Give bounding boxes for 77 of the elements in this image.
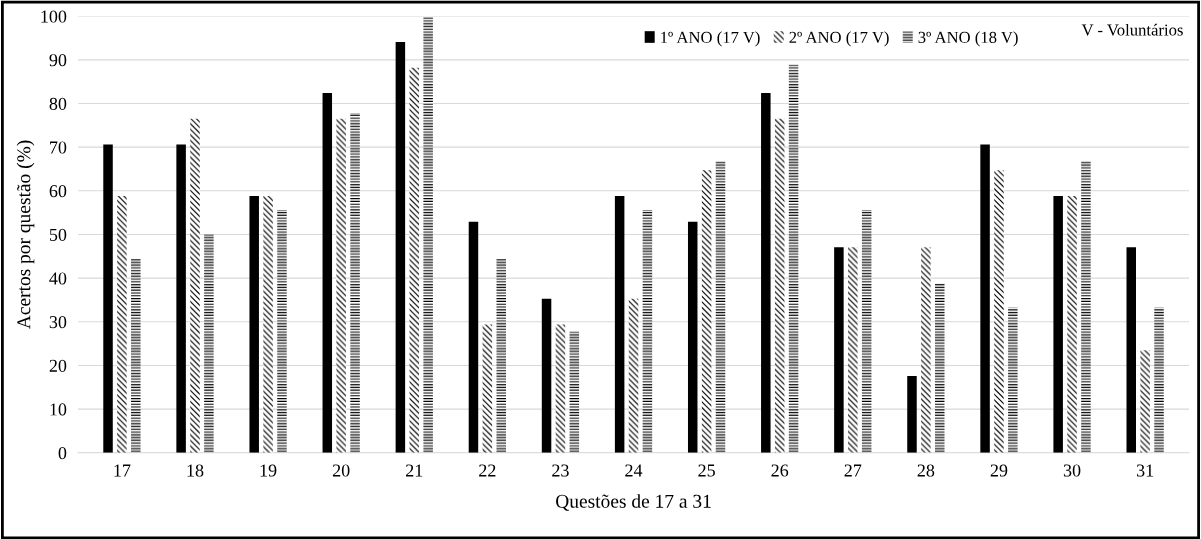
bar [701,170,712,453]
bar [555,324,566,453]
x-tick-label: 19 [260,464,277,477]
bar [1053,196,1063,453]
x-tick-label: 27 [844,464,862,477]
bar [336,118,346,453]
x-tick-label: 30 [1063,464,1081,477]
bar [277,210,287,453]
bar [569,331,580,453]
bar [482,324,493,453]
x-tick-label: 23 [552,464,569,477]
x-tick-label: 21 [406,464,423,477]
bar [907,375,917,453]
legend-label: 1º ANO (17 V) [661,31,760,47]
bar [350,113,360,453]
bar [1140,350,1150,453]
bar [1008,307,1018,453]
bar [628,298,639,453]
y-tick-label: 20 [49,359,67,372]
bar [176,144,186,453]
bar [1067,196,1077,453]
y-axis-title: Acertos por questão (%) [16,140,35,330]
x-tick-label: 18 [187,464,204,477]
bar [249,196,259,453]
bar [994,170,1004,453]
x-tick-label: 29 [990,464,1008,477]
annotation: V - Voluntários [1081,23,1183,36]
y-tick-label: 30 [49,316,67,329]
x-tick-label: 28 [917,464,935,477]
x-tick-label: 17 [114,464,131,477]
bar [468,221,479,453]
bar [774,118,785,453]
bar [204,234,214,453]
bar [1081,161,1091,453]
bar [861,210,872,453]
bar [541,298,552,453]
y-tick-label: 50 [49,228,67,241]
bar [715,161,726,453]
x-tick-label: 22 [479,464,496,477]
bar [761,93,771,453]
y-tick-label: 40 [49,272,67,285]
bar [409,67,420,453]
x-tick-label: 25 [698,464,715,477]
bar [423,16,433,453]
y-tick-label: 10 [50,403,67,416]
x-tick-label: 20 [332,464,350,477]
bar [614,196,625,453]
y-tick-label: 60 [49,185,67,198]
bar [263,196,273,453]
legend-label: 3º ANO (18 V) [918,31,1018,47]
bar [788,64,799,453]
legend-label: 2º ANO (17 V) [789,31,889,47]
y-tick-label: 100 [41,10,67,23]
y-tick-label: 70 [50,141,67,154]
y-tick-label: 0 [58,447,67,460]
bar [103,144,113,453]
x-tick-label: 24 [625,464,643,477]
bar [980,144,990,453]
bar [834,247,844,453]
x-tick-label: 26 [771,464,789,477]
y-tick-label: 80 [49,97,67,110]
bar [921,247,931,453]
x-tick-label: 31 [1136,464,1154,477]
bar [1126,247,1136,453]
y-tick-label: 90 [49,54,67,67]
bar [1154,307,1164,453]
x-axis-title: Questões de 17 a 31 [556,494,711,511]
bar [117,196,127,453]
bar [687,221,698,453]
bar [190,118,200,453]
bar [496,258,506,453]
bar [131,258,141,453]
bar [395,41,406,453]
bar [848,247,858,453]
bar [642,210,653,453]
bar [322,93,333,453]
bar [935,282,945,453]
